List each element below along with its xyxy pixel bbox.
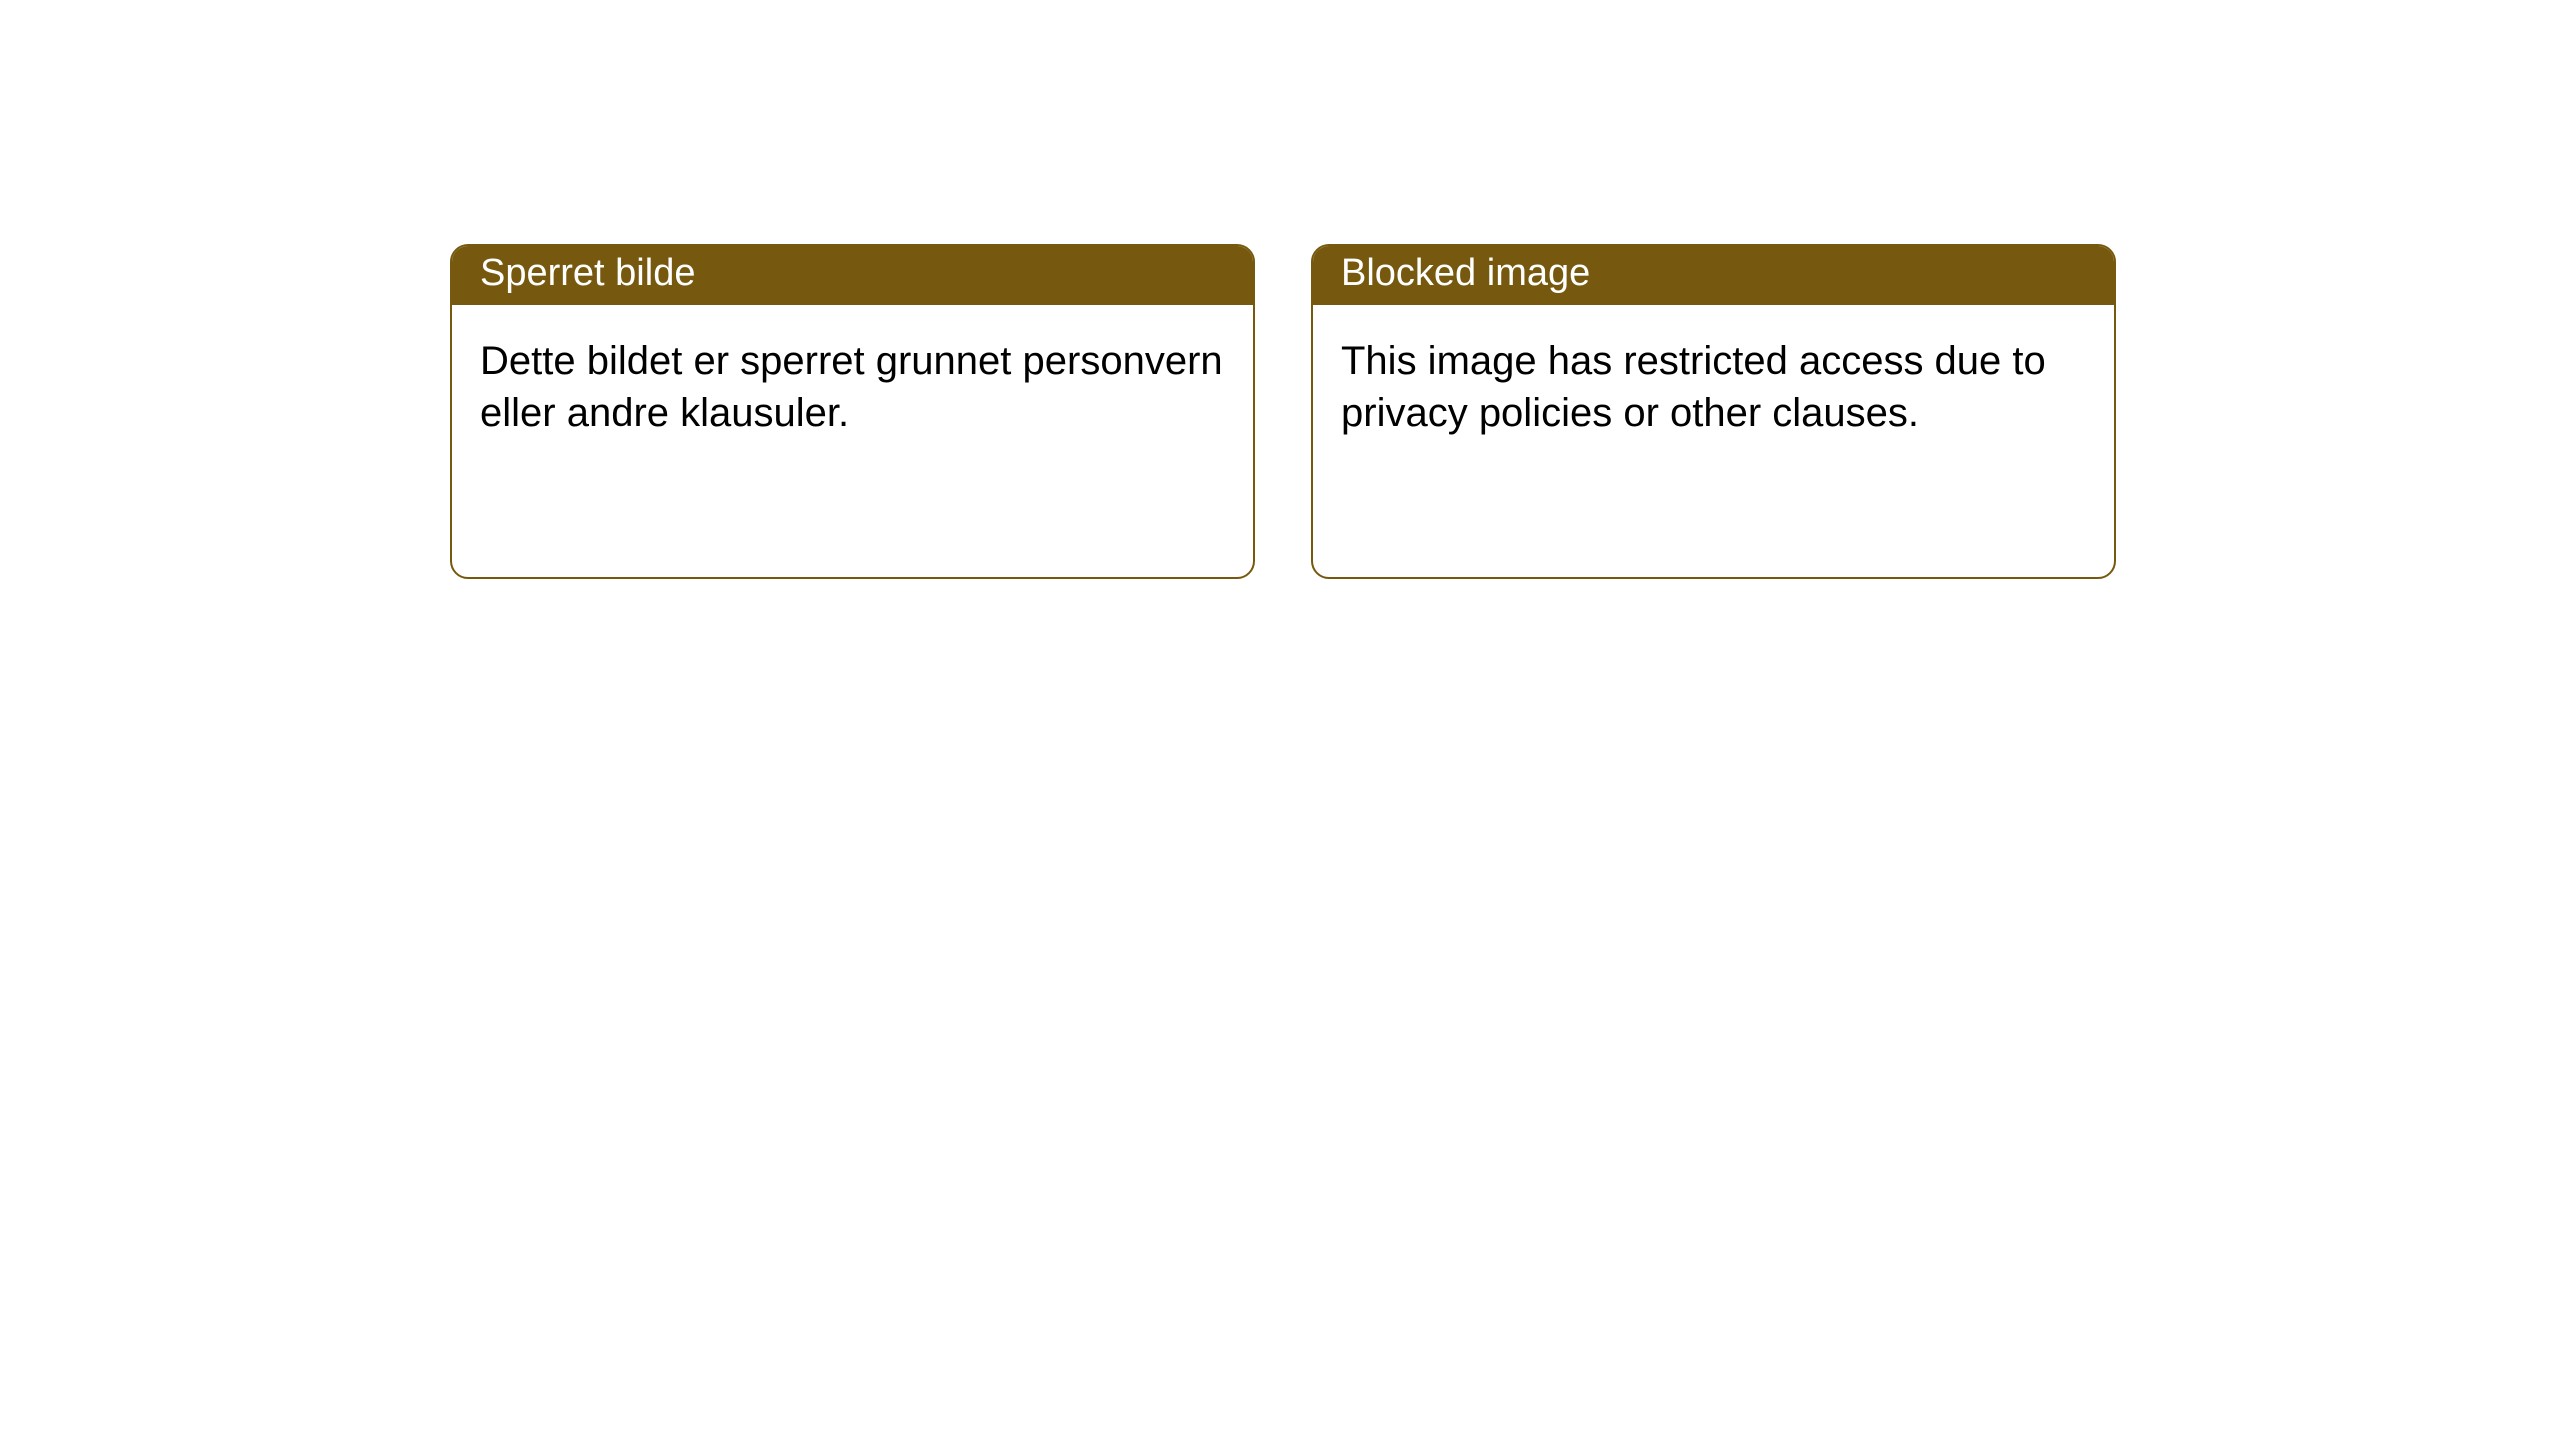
notice-card-norwegian: Sperret bilde Dette bildet er sperret gr…: [450, 244, 1255, 579]
notice-body: Dette bildet er sperret grunnet personve…: [452, 305, 1253, 467]
notice-card-english: Blocked image This image has restricted …: [1311, 244, 2116, 579]
notice-body: This image has restricted access due to …: [1313, 305, 2114, 467]
notice-container: Sperret bilde Dette bildet er sperret gr…: [0, 0, 2560, 579]
notice-header: Blocked image: [1313, 246, 2114, 305]
notice-header: Sperret bilde: [452, 246, 1253, 305]
